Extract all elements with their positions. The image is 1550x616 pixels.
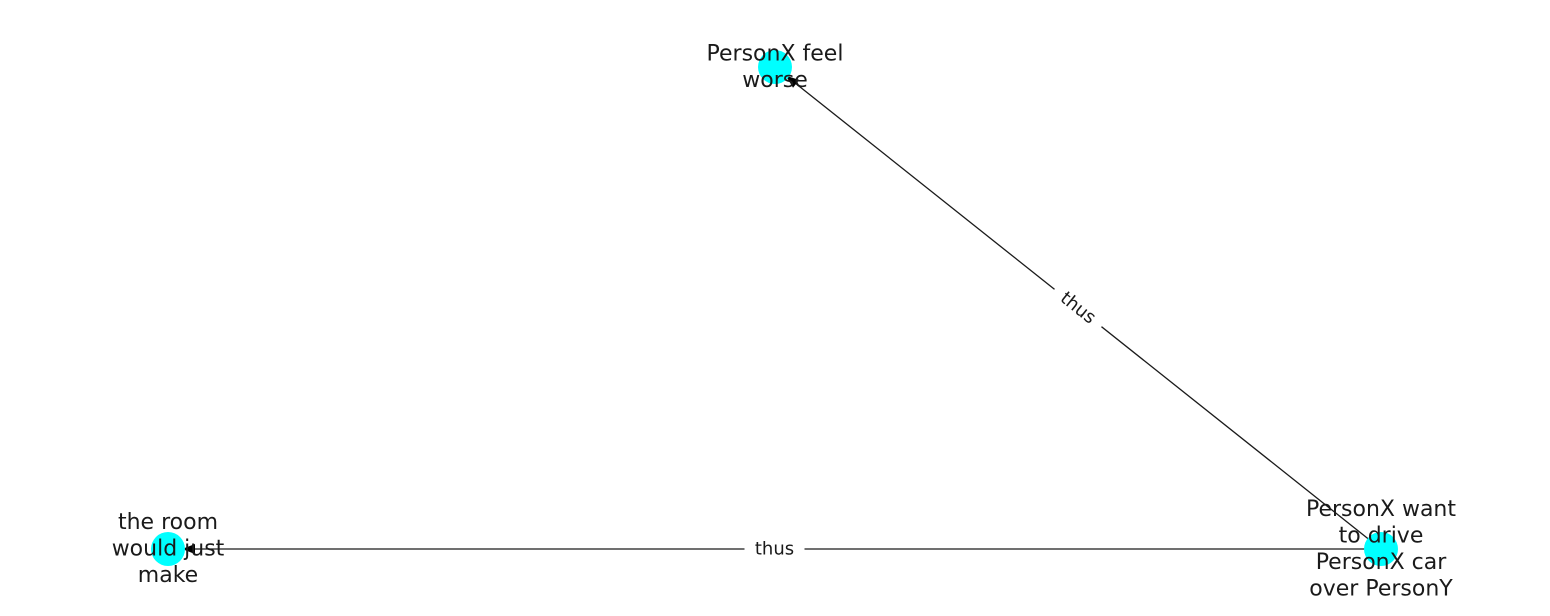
arrow-head-icon (182, 544, 195, 554)
node-label-line: PersonX feel (707, 41, 844, 66)
node-labels-layer: PersonX feel worse the room would just make P… (112, 41, 1457, 601)
edge-label-group: thus (1047, 279, 1109, 337)
node-label-line: to drive (1339, 523, 1424, 548)
node-circle-feel_worse[interactable] (758, 50, 792, 84)
edge-label-background (1047, 279, 1109, 337)
nodes-layer (151, 50, 1398, 566)
node-circle-drive[interactable] (1364, 532, 1398, 566)
edge-labels-layer: thus thus (744, 279, 1109, 561)
node-label-feel_worse: PersonX feel worse (707, 41, 844, 93)
edge-label-background (744, 537, 805, 561)
node-circle-room[interactable] (151, 532, 185, 566)
node-label-line: over PersonY (1309, 576, 1453, 601)
node-label-line: would just (112, 537, 225, 562)
node-label-line: worse (742, 68, 808, 93)
node-label-line: PersonX car (1316, 550, 1448, 575)
node-label-line: PersonX want (1306, 497, 1456, 522)
edge-label: thus (755, 539, 794, 560)
edge-label-group: thus (744, 537, 805, 561)
arrow-head-icon (785, 75, 800, 88)
node-label-line: make (138, 563, 198, 588)
edges-layer (182, 75, 1382, 554)
node-label-drive: PersonX want to drive PersonX car over Pers… (1306, 497, 1456, 602)
node-label-line: the room (118, 510, 218, 535)
node-label-room: the room would just make (112, 510, 225, 588)
